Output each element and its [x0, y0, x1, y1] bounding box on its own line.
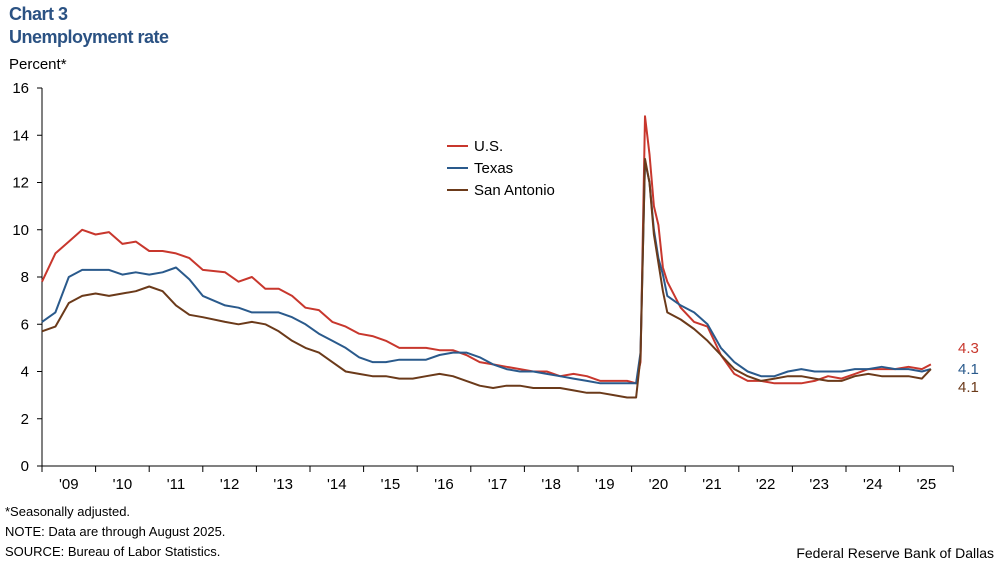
x-tick-label: '20: [649, 476, 669, 493]
x-tick-label: '16: [434, 476, 454, 493]
chart-subtitle: Unemployment rate: [9, 27, 169, 47]
x-tick-label: '18: [541, 476, 561, 493]
x-tick-label: '13: [273, 476, 293, 493]
series-line-texas: [41, 160, 932, 385]
y-tick-label: 4: [21, 364, 29, 381]
legend-label: U.S.: [474, 138, 503, 155]
y-tick-label: 16: [12, 80, 29, 97]
x-tick-label: '23: [809, 476, 829, 493]
end-value-label: 4.1: [958, 361, 979, 378]
y-tick-label: 2: [21, 411, 29, 428]
x-tick-label: '14: [327, 476, 347, 493]
x-tick-label: '10: [113, 476, 133, 493]
x-tick-label: '11: [167, 476, 185, 493]
x-tick-label: '22: [756, 476, 776, 493]
end-value-label: 4.1: [958, 379, 979, 396]
end-value-label: 4.3: [958, 340, 979, 357]
chart-title: Chart 3: [9, 4, 68, 24]
series-line-san-antonio: [41, 157, 932, 399]
y-tick-label: 10: [12, 222, 29, 239]
x-tick-label: '25: [917, 476, 937, 493]
y-tick-label: 8: [21, 269, 29, 286]
x-tick-label: '12: [220, 476, 240, 493]
x-tick-label: '17: [488, 476, 508, 493]
legend-label: Texas: [474, 160, 513, 177]
series-line-u-s-: [41, 115, 932, 385]
note: NOTE: Data are through August 2025.: [5, 524, 226, 539]
footnote: *Seasonally adjusted.: [5, 504, 131, 519]
x-tick-label: '15: [381, 476, 401, 493]
x-tick-label: '09: [59, 476, 79, 493]
y-axis-label: Percent*: [9, 56, 67, 73]
y-tick-label: 6: [21, 316, 29, 333]
y-tick-label: 14: [12, 127, 29, 144]
y-tick-label: 0: [21, 458, 29, 475]
y-tick-label: 12: [12, 175, 29, 192]
credit: Federal Reserve Bank of Dallas: [796, 545, 994, 561]
source: SOURCE: Bureau of Labor Statistics.: [5, 544, 221, 559]
x-tick-label: '24: [863, 476, 883, 493]
x-tick-label: '21: [702, 476, 722, 493]
x-tick-label: '19: [595, 476, 615, 493]
legend-label: San Antonio: [474, 182, 555, 199]
